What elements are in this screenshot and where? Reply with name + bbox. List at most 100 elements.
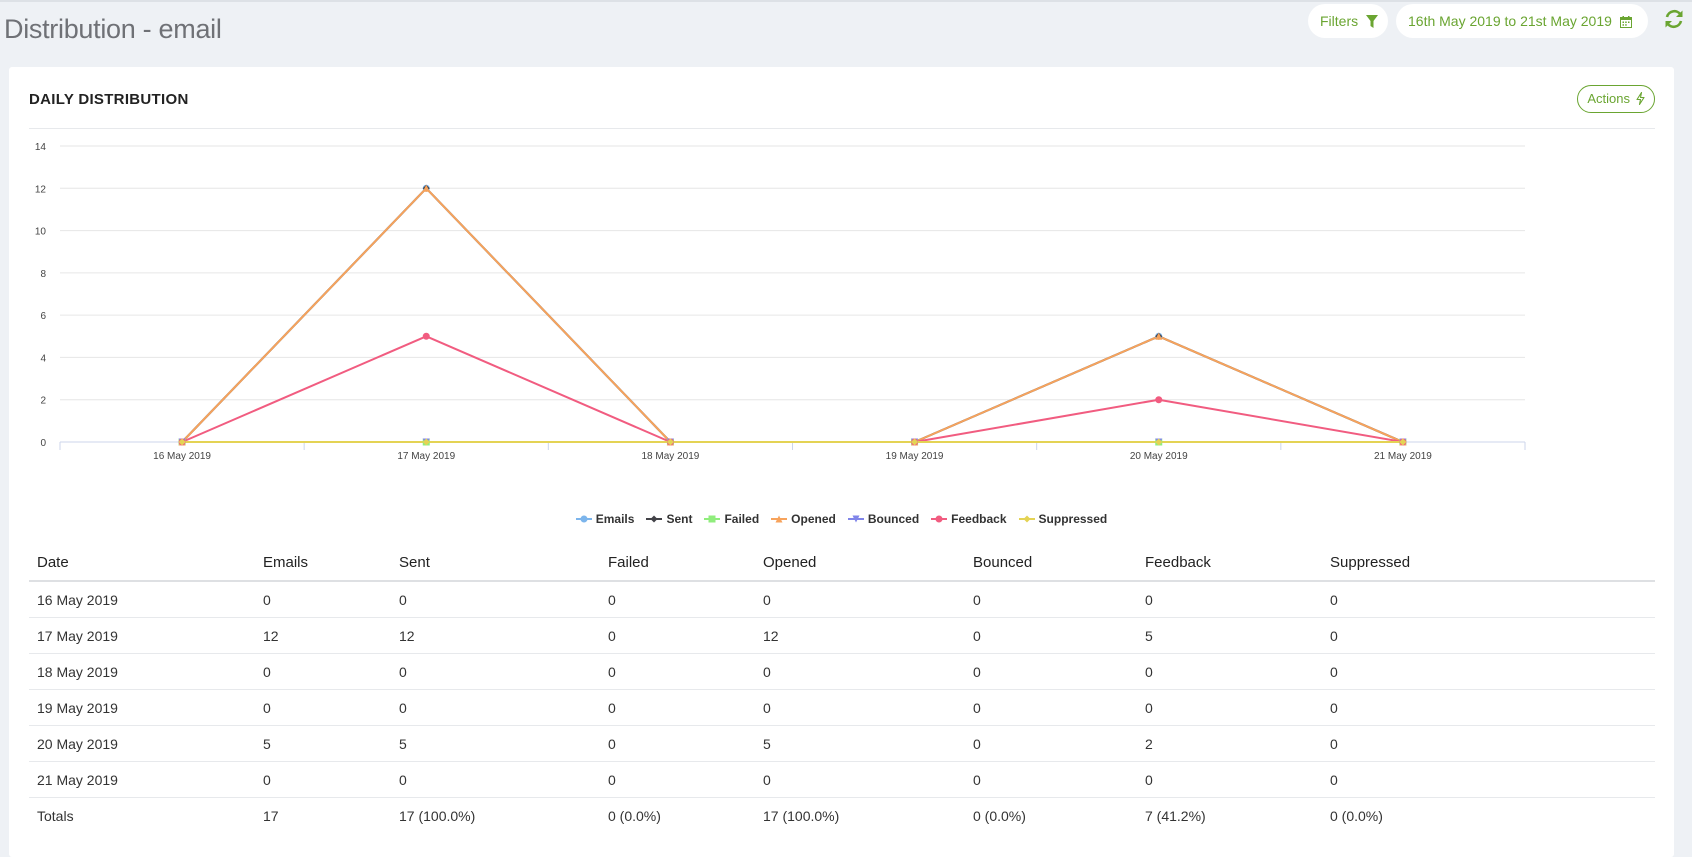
- y-tick-label: 10: [35, 227, 47, 238]
- cell-failed: 0: [600, 689, 755, 726]
- cell-date: 21 May 2019: [29, 761, 255, 798]
- y-tick-label: 8: [40, 269, 46, 280]
- legend-label: Failed: [724, 512, 760, 526]
- cell-opened: 0: [755, 689, 965, 726]
- cell-feedback: 0: [1137, 581, 1322, 618]
- total-bounced: 0 (0.0%): [973, 807, 1026, 824]
- legend-label: Suppressed: [1038, 512, 1108, 526]
- cell-emails: 0: [255, 581, 391, 618]
- cell-sent: 0: [391, 653, 600, 690]
- cell-feedback: 0: [1137, 761, 1322, 798]
- legend-item-feedback[interactable]: Feedback: [931, 512, 1007, 526]
- legend-item-sent[interactable]: Sent: [646, 512, 692, 526]
- cell-opened: 0: [755, 653, 965, 690]
- cell-date: 19 May 2019: [29, 689, 255, 726]
- totals-label: Totals: [37, 807, 74, 824]
- cell-failed: 0: [600, 581, 755, 618]
- legend-symbol: [1018, 515, 1035, 523]
- legend-label: Emails: [595, 512, 635, 526]
- actions-button[interactable]: Actions: [1577, 85, 1655, 113]
- cell-suppressed: 0: [1322, 653, 1655, 690]
- cell-failed: 0: [600, 617, 755, 654]
- chart-legend: Emails Sent Failed Opened Bounced Feedback Sup…: [9, 512, 1674, 526]
- legend-label: Sent: [666, 512, 693, 526]
- data-point-suppressed: [1155, 438, 1163, 446]
- column-header-emails: Emails: [255, 545, 391, 582]
- legend-item-opened[interactable]: Opened: [771, 512, 836, 526]
- cell-emails: 5: [255, 725, 391, 762]
- filter-icon: [1366, 15, 1379, 28]
- total-emails: 17: [263, 807, 279, 824]
- cell-failed: 0: [600, 653, 755, 690]
- table-row: 18 May 2019 0 0 0 0 0 0 0: [29, 653, 1655, 690]
- column-header-date: Date: [29, 545, 255, 582]
- cell-bounced: 0: [965, 581, 1137, 618]
- totals-row: Totals 17 17 (100.0%) 0 (0.0%) 17 (100.0…: [29, 798, 1655, 834]
- cell-opened: 5: [755, 725, 965, 762]
- cell-suppressed: 0: [1322, 581, 1655, 618]
- filters-button[interactable]: Filters: [1308, 4, 1388, 38]
- total-sent: 17 (100.0%): [399, 807, 476, 824]
- y-tick-label: 14: [35, 142, 47, 153]
- table-row: 20 May 2019 5 5 0 5 0 2 0: [29, 725, 1655, 762]
- x-tick-label: 21 May 2019: [1374, 451, 1432, 462]
- actions-label: Actions: [1587, 91, 1630, 106]
- cell-suppressed: 0: [1322, 689, 1655, 726]
- data-point-feedback: [422, 332, 430, 340]
- x-tick-label: 19 May 2019: [886, 451, 944, 462]
- cell-sent: 0: [391, 581, 600, 618]
- legend-item-failed[interactable]: Failed: [704, 512, 759, 526]
- column-header-suppressed: Suppressed: [1322, 545, 1655, 582]
- cell-sent: 0: [391, 689, 600, 726]
- total-opened: 17 (100.0%): [763, 807, 840, 824]
- table-row: 16 May 2019 0 0 0 0 0 0 0: [29, 581, 1655, 618]
- cell-date: 18 May 2019: [29, 653, 255, 690]
- x-tick-label: 17 May 2019: [397, 451, 455, 462]
- data-point-feedback: [1155, 396, 1163, 404]
- y-tick-label: 2: [40, 396, 46, 407]
- legend-label: Opened: [791, 512, 836, 526]
- y-tick-label: 0: [40, 438, 46, 449]
- cell-date: 17 May 2019: [29, 617, 255, 654]
- legend-symbol: [646, 515, 663, 523]
- cell-bounced: 0: [965, 653, 1137, 690]
- y-tick-label: 6: [40, 311, 46, 322]
- data-point-opened: [422, 184, 430, 192]
- cell-opened: 0: [755, 761, 965, 798]
- cell-bounced: 0: [965, 689, 1137, 726]
- cell-suppressed: 0: [1322, 725, 1655, 762]
- column-header-failed: Failed: [600, 545, 755, 582]
- legend-symbol: [771, 515, 788, 523]
- table-row: 21 May 2019 0 0 0 0 0 0 0: [29, 761, 1655, 798]
- legend-item-emails[interactable]: Emails: [575, 512, 635, 526]
- x-tick-label: 16 May 2019: [153, 451, 211, 462]
- refresh-icon[interactable]: [1663, 8, 1685, 30]
- column-header-feedback: Feedback: [1137, 545, 1322, 582]
- data-point-suppressed: [422, 438, 430, 446]
- legend-item-bounced[interactable]: Bounced: [847, 512, 919, 526]
- data-point-suppressed: [178, 438, 186, 446]
- top-border: [0, 0, 1692, 2]
- total-suppressed: 0 (0.0%): [1330, 807, 1383, 824]
- legend-item-suppressed[interactable]: Suppressed: [1018, 512, 1108, 526]
- cell-sent: 12: [391, 617, 600, 654]
- cell-opened: 0: [755, 581, 965, 618]
- cell-bounced: 0: [965, 617, 1137, 654]
- table-row: 17 May 2019 12 12 0 12 0 5 0: [29, 617, 1655, 654]
- page-title: Distribution - email: [4, 14, 222, 44]
- date-range-button[interactable]: 16th May 2019 to 21st May 2019: [1396, 4, 1648, 38]
- x-tick-label: 18 May 2019: [642, 451, 700, 462]
- date-range-label: 16th May 2019 to 21st May 2019: [1408, 13, 1612, 29]
- card-title: DAILY DISTRIBUTION: [29, 91, 189, 108]
- data-point-opened: [1155, 332, 1163, 340]
- cell-suppressed: 0: [1322, 761, 1655, 798]
- x-tick-label: 20 May 2019: [1130, 451, 1188, 462]
- daily-distribution-chart: 0 2 4 6 8 10 12 14 16 May 2019 17 May 2019 18 May …: [35, 142, 1526, 462]
- total-feedback: 7 (41.2%): [1145, 807, 1206, 824]
- data-point-suppressed: [911, 438, 919, 446]
- table-row: 19 May 2019 0 0 0 0 0 0 0: [29, 689, 1655, 726]
- card-divider: [29, 128, 1655, 129]
- cell-feedback: 2: [1137, 725, 1322, 762]
- cell-date: 20 May 2019: [29, 725, 255, 762]
- cell-sent: 5: [391, 725, 600, 762]
